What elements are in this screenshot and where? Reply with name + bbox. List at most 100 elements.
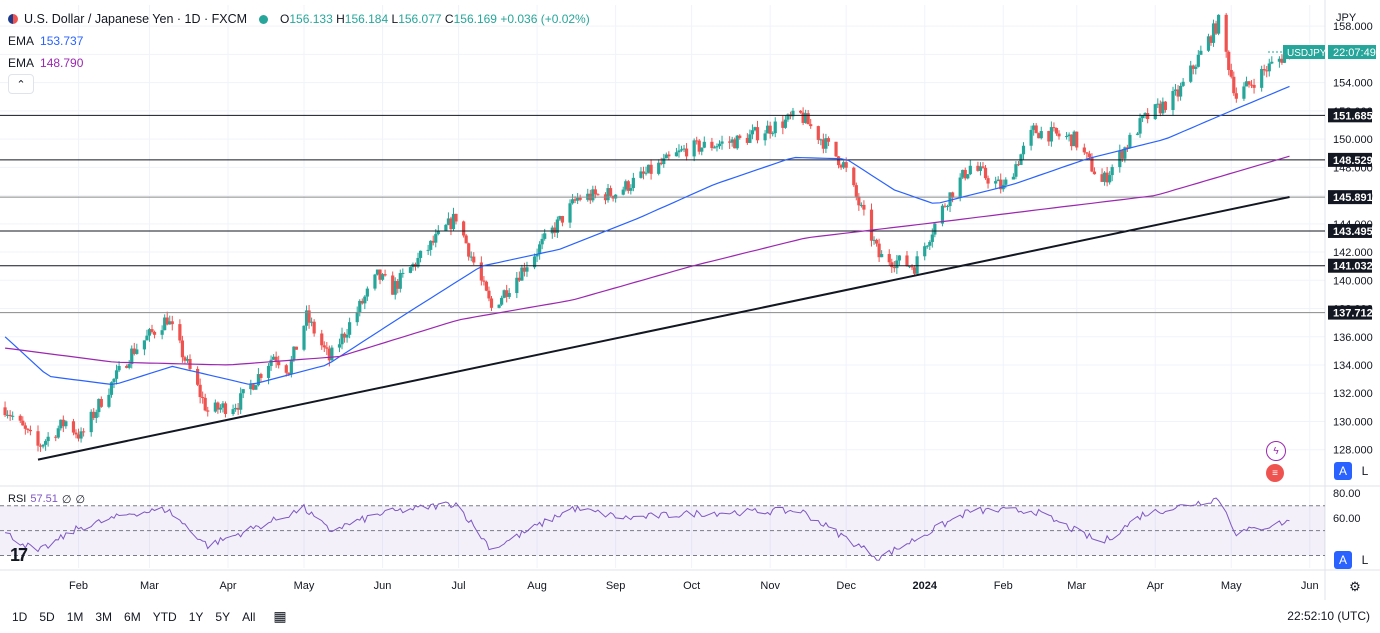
candle-body — [626, 181, 630, 191]
candle-body — [679, 149, 684, 151]
candle-body — [401, 272, 405, 274]
candle-body — [36, 431, 40, 446]
range-all[interactable]: All — [242, 609, 256, 624]
auto-scale-button[interactable]: A — [1334, 462, 1352, 480]
candle-body — [1267, 63, 1271, 72]
candle-body — [3, 407, 7, 416]
ema-fast-legend[interactable]: EMA 153.737 — [8, 34, 84, 48]
rsi-line — [5, 497, 1290, 561]
range-3m[interactable]: 3M — [95, 609, 113, 624]
candle-body — [289, 359, 293, 375]
time-tick-label: Mar — [1067, 580, 1086, 592]
candle-body — [170, 321, 174, 325]
candle-body — [82, 431, 86, 433]
candle-body — [71, 421, 76, 433]
candle-body — [1138, 118, 1142, 134]
candle-body — [152, 331, 157, 335]
candle-body — [907, 266, 912, 268]
candle-body — [327, 348, 331, 361]
ema-slow-line — [5, 155, 1290, 366]
candle-body — [294, 346, 299, 350]
candle-body — [426, 249, 430, 251]
rsi-log-scale-button[interactable]: L — [1356, 551, 1374, 569]
time-tick-label: Jul — [452, 580, 466, 592]
candle-body — [892, 267, 896, 269]
range-5y[interactable]: 5Y — [215, 609, 231, 624]
candle-body — [836, 156, 841, 166]
candle-body — [254, 385, 258, 390]
candle-body — [269, 359, 273, 366]
candle-body — [1247, 81, 1251, 85]
tradingview-logo[interactable]: 17 — [10, 545, 28, 565]
candle-body — [112, 378, 116, 383]
candle-body — [130, 348, 134, 365]
range-6m[interactable]: 6M — [124, 609, 141, 624]
candle-body — [915, 256, 919, 274]
candle-body — [462, 221, 466, 236]
level-tag — [1328, 152, 1372, 167]
currency-selector[interactable]: JPY — [1336, 12, 1357, 24]
candle-body — [502, 290, 506, 298]
candle-body — [1216, 14, 1221, 34]
candle-body — [1100, 174, 1104, 182]
candle-body — [1244, 81, 1249, 87]
candle-body — [109, 382, 114, 395]
candle-body — [1260, 69, 1264, 88]
candle-body — [287, 372, 291, 375]
candle-body — [429, 240, 433, 250]
candle-body — [467, 243, 471, 257]
candle-body — [1014, 164, 1018, 177]
candle-body — [434, 234, 438, 243]
candle-body — [497, 304, 501, 308]
candle-body — [378, 269, 382, 280]
time-tick-label: Sep — [606, 580, 626, 592]
time-tick-label: Nov — [760, 580, 780, 592]
candle-body — [568, 203, 572, 223]
symbol-title[interactable]: U.S. Dollar / Japanese Yen · 1D · FXCM — [24, 12, 248, 26]
candle-body — [1011, 176, 1015, 180]
candle-body — [1161, 101, 1165, 114]
candle-body — [444, 224, 448, 231]
collapse-legend-button[interactable]: ⌃ — [8, 74, 34, 94]
candle-body — [1021, 145, 1026, 155]
candle-body — [753, 127, 757, 131]
candle-body — [1092, 171, 1097, 175]
candle-body — [160, 330, 164, 335]
candle-body — [320, 333, 324, 346]
candle-body — [570, 199, 575, 204]
time-tick-label: May — [1221, 580, 1242, 592]
candle-body — [994, 181, 998, 184]
rsi-auto-scale-button[interactable]: A — [1334, 551, 1352, 569]
candle-body — [393, 281, 397, 295]
calendar-range-icon[interactable]: ▦ — [273, 608, 287, 624]
candle-body — [284, 365, 288, 373]
range-1y[interactable]: 1Y — [188, 609, 204, 624]
candle-body — [259, 374, 263, 378]
ema-fast-value: 153.737 — [40, 34, 84, 48]
gear-icon[interactable]: ⚙ — [1349, 579, 1361, 594]
rsi-tick-label: 60.00 — [1333, 513, 1361, 525]
candle-body — [451, 213, 456, 230]
range-ytd[interactable]: YTD — [152, 609, 177, 624]
range-1m[interactable]: 1M — [66, 609, 84, 624]
candle-body — [416, 257, 420, 267]
clock[interactable]: 22:52:10 (UTC) — [1287, 609, 1370, 623]
economic-event-flag-icon[interactable]: ≡ — [1266, 464, 1284, 482]
lightning-icon[interactable]: ϟ — [1266, 441, 1286, 461]
chart-canvas[interactable]: 158.000156.000154.000152.000150.000148.0… — [0, 0, 1380, 600]
rsi-legend[interactable]: RSI 57.51 ∅ ∅ — [8, 493, 86, 506]
candle-body — [56, 428, 60, 438]
candle-body — [839, 165, 843, 168]
candle-body — [983, 167, 988, 179]
candle-body — [76, 434, 81, 439]
level-tag-label: 141.032 — [1333, 261, 1373, 273]
time-tick-label: Aug — [527, 580, 547, 592]
candle-body — [97, 399, 101, 413]
range-1d[interactable]: 1D — [12, 609, 28, 624]
time-tick-label: Apr — [219, 580, 236, 592]
log-scale-button[interactable]: L — [1356, 462, 1374, 480]
range-5d[interactable]: 5D — [39, 609, 55, 624]
candle-body — [1143, 113, 1147, 116]
ema-slow-legend[interactable]: EMA 148.790 — [8, 56, 84, 70]
candle-body — [302, 325, 306, 350]
